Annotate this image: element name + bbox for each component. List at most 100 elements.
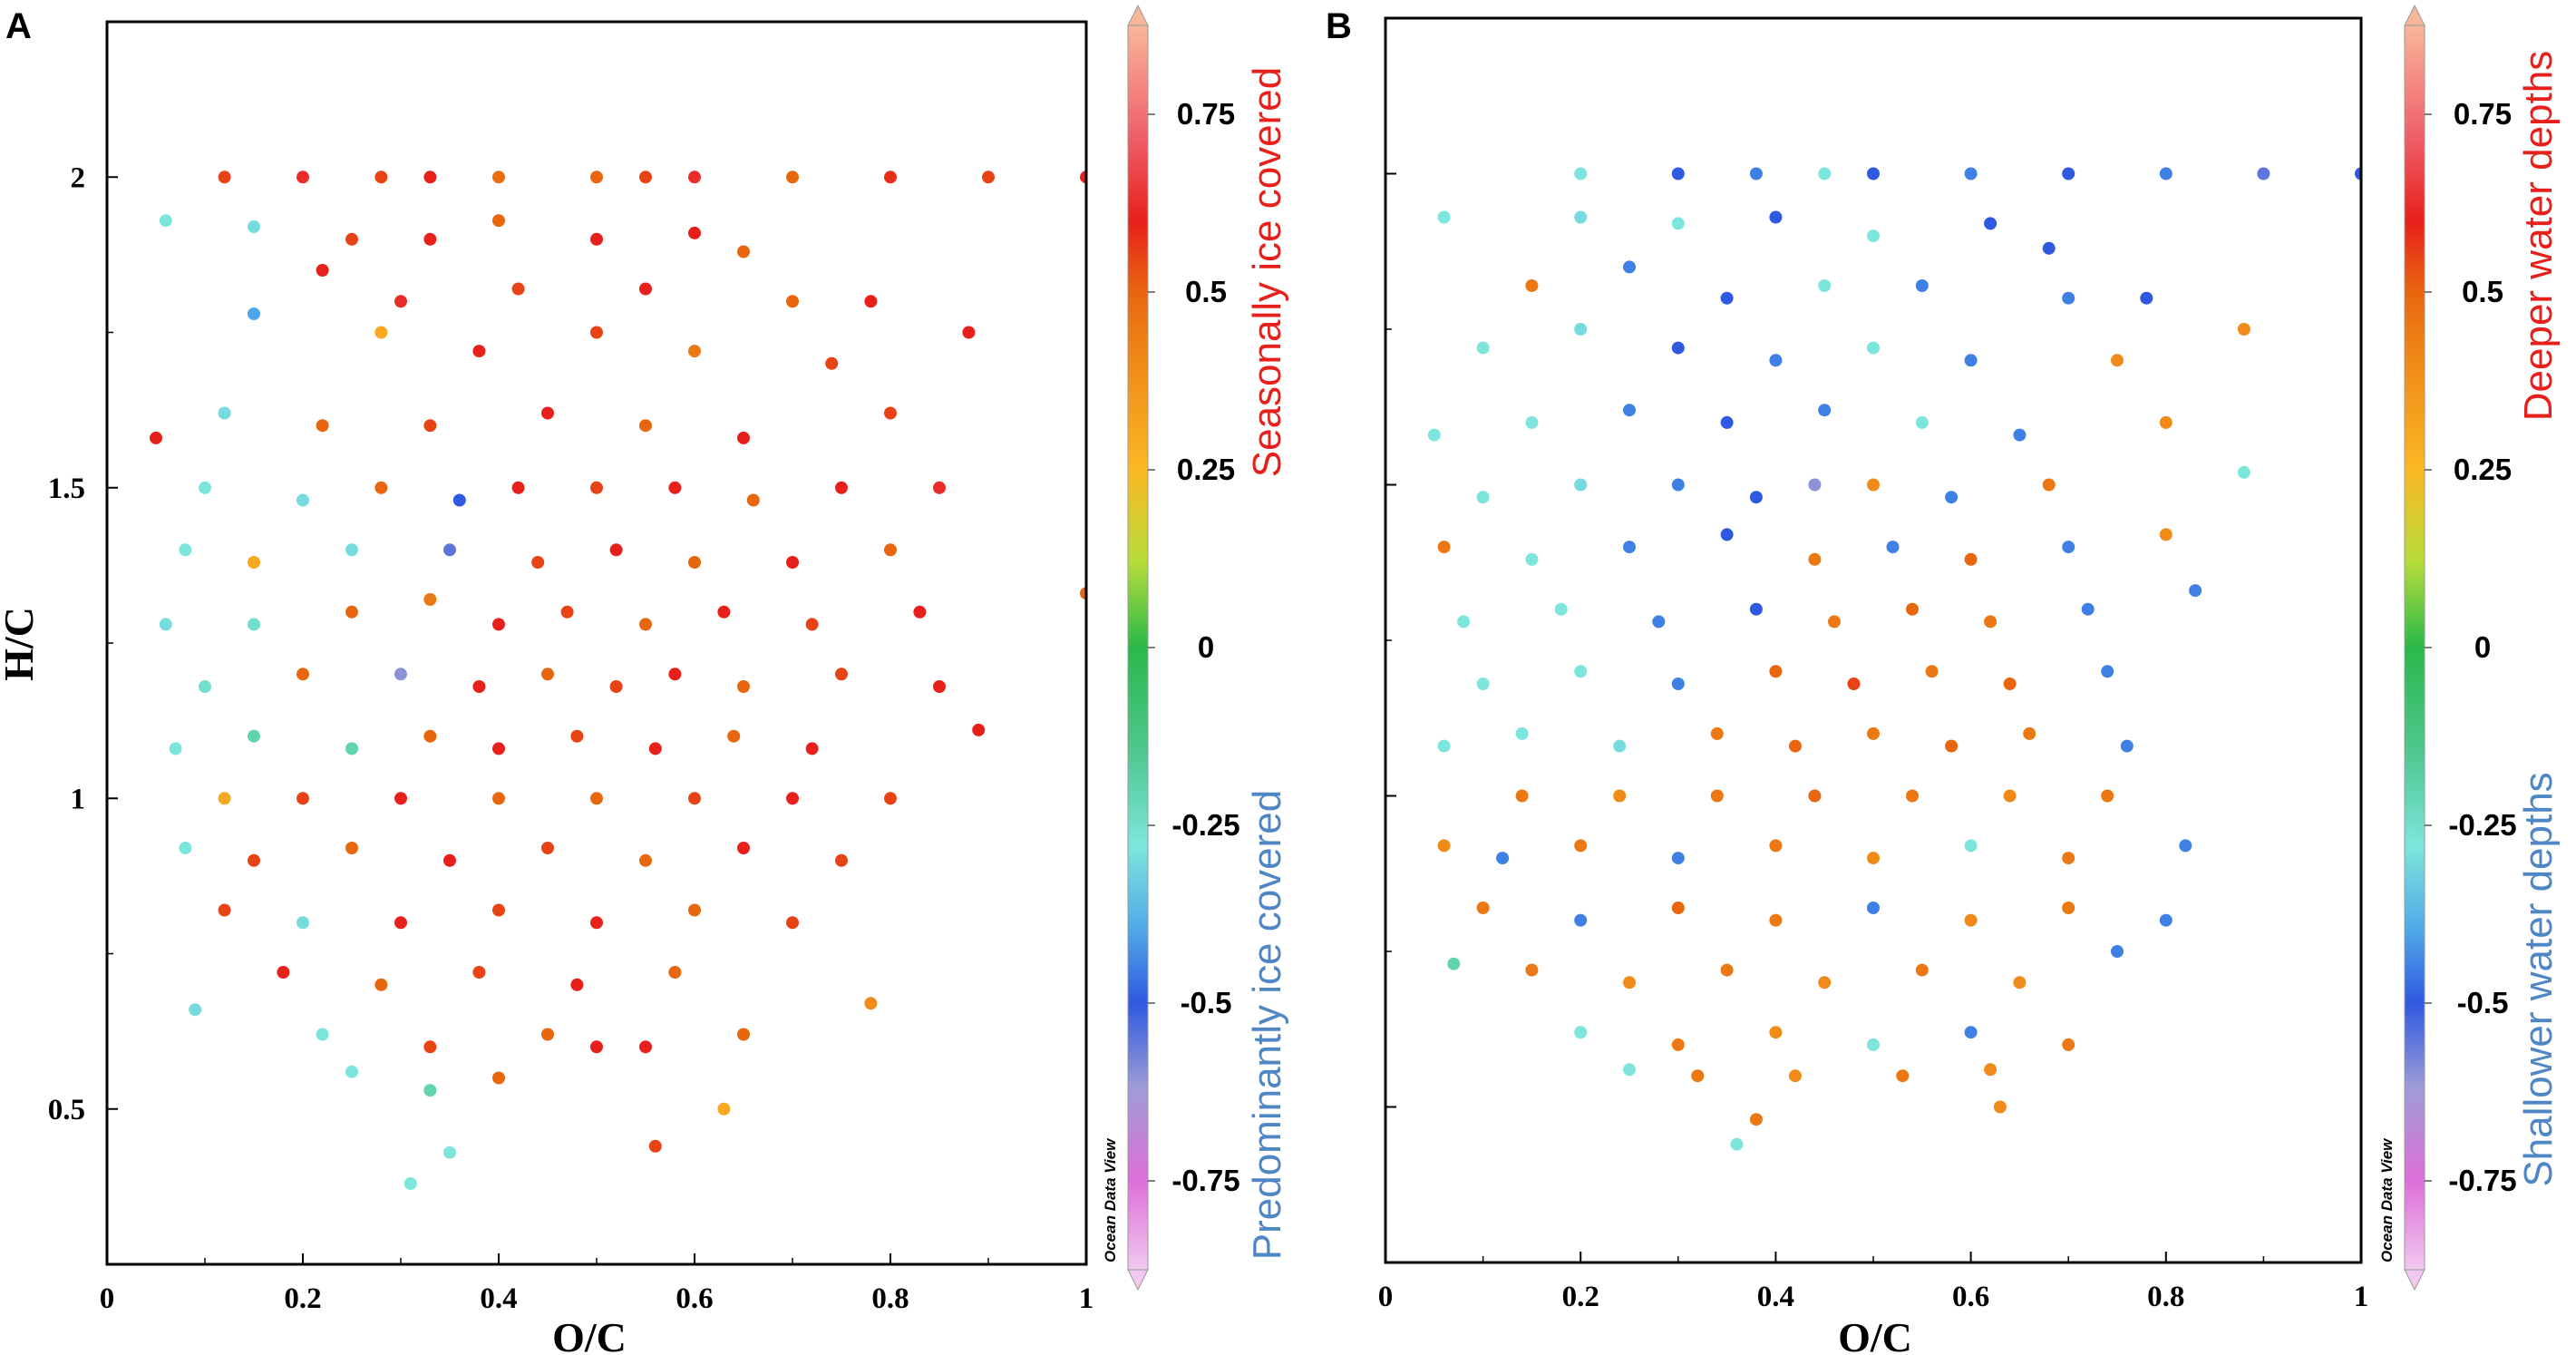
scatter-point: [1623, 541, 1636, 554]
scatter-point: [1808, 478, 1822, 492]
scatter-point: [590, 1040, 603, 1054]
scatter-point: [452, 493, 466, 507]
scatter-point: [492, 171, 505, 184]
scatter-point: [345, 543, 358, 557]
scatter-point: [2355, 167, 2361, 180]
scatter-point: [374, 171, 388, 184]
scatter-point: [1437, 739, 1451, 753]
scatter-point: [727, 729, 741, 743]
scatter-point: [1080, 587, 1086, 600]
scatter-point: [1525, 415, 1539, 429]
scatter-point: [648, 1139, 662, 1153]
scatter-point: [2081, 602, 2095, 616]
scatter-point: [2159, 415, 2173, 429]
scatter-point: [248, 307, 260, 320]
scatter-point: [248, 853, 260, 867]
colorbar-tick-label: -0.5: [2457, 986, 2509, 1019]
colorbar-tick-label: 0: [1198, 630, 1214, 664]
scatter-point: [1476, 491, 1490, 504]
scatter-point: [609, 680, 623, 693]
scatter-point: [668, 668, 682, 681]
scatter-point: [423, 1040, 437, 1054]
scatter-point: [2159, 913, 2173, 927]
scatter-point: [316, 264, 329, 277]
scatter-point: [1847, 678, 1861, 690]
panel-b-colorbar-bottom-arrow: [2404, 1269, 2425, 1292]
scatter-point: [316, 1028, 329, 1041]
scatter-point: [2062, 902, 2075, 914]
scatter-point: [403, 1177, 417, 1190]
scatter-point: [1525, 552, 1539, 566]
scatter-point: [159, 214, 172, 228]
scatter-point: [1964, 839, 1978, 853]
scatter-point: [1525, 279, 1539, 292]
scatter-point: [688, 226, 701, 239]
scatter-point: [1652, 615, 1666, 629]
scatter-point: [1623, 404, 1636, 417]
scatter-point: [2237, 465, 2250, 479]
colorbar-tick-label: 0.25: [1177, 453, 1235, 486]
scatter-point: [1515, 789, 1529, 803]
scatter-point: [786, 295, 799, 308]
scatter-point: [1749, 602, 1763, 616]
scatter-point: [1515, 726, 1529, 740]
scatter-point: [913, 605, 927, 619]
scatter-point: [1808, 789, 1822, 803]
scatter-point: [648, 742, 662, 755]
colorbar-tick-label: 0.25: [2454, 453, 2512, 486]
scatter-point: [590, 916, 603, 930]
scatter-point: [2257, 167, 2270, 180]
scatter-point: [1671, 902, 1685, 914]
scatter-point: [189, 1003, 202, 1017]
scatter-point: [1915, 415, 1929, 429]
scatter-point: [150, 431, 162, 444]
scatter-point: [374, 978, 388, 991]
scatter-point: [786, 792, 799, 805]
scatter-point: [1808, 552, 1822, 566]
scatter-point: [590, 481, 603, 494]
scatter-point: [1788, 1069, 1802, 1083]
scatter-point: [1623, 1063, 1636, 1077]
scatter-point: [169, 742, 182, 755]
scatter-point: [1818, 279, 1832, 292]
panel-b-lower-label: Shallower water depths: [2516, 772, 2561, 1186]
scatter-point: [962, 326, 976, 339]
scatter-point: [2062, 291, 2075, 305]
scatter-point: [1437, 839, 1451, 853]
panel-a-odv-label: Ocean Data View: [1102, 1137, 1119, 1262]
scatter-point: [668, 966, 682, 979]
panel-b-ticks: 0 0.2 0.4 0.6 0.8 1: [1378, 172, 2368, 1313]
panel-b-odv-label: Ocean Data View: [2378, 1137, 2396, 1262]
scatter-point: [2111, 945, 2124, 958]
scatter-point: [825, 356, 839, 370]
scatter-point: [639, 853, 652, 867]
scatter-point: [1818, 976, 1832, 989]
scatter-point: [1945, 739, 1959, 753]
scatter-point: [590, 792, 603, 805]
x-tick-label: 0.4: [480, 1282, 517, 1315]
scatter-point: [394, 916, 407, 930]
scatter-point: [717, 605, 731, 619]
panel-a-colorbar: 0.75 0.5 0.25 0 -0.25 -0.5 -0.75 Ocean Data Vi…: [1102, 4, 1289, 1292]
scatter-point: [864, 295, 878, 308]
panel-a: A 0 0.2 0.4 0.6 0.8 1 0.5 1 1.5 2 O/C H/C 0.75 0.5…: [0, 4, 1289, 1355]
scatter-point: [1554, 602, 1568, 616]
scatter-point: [1447, 957, 1461, 970]
y-tick-label: 2: [71, 161, 86, 194]
scatter-point: [1476, 902, 1490, 914]
scatter-point: [1867, 341, 1880, 355]
colorbar-tick-label: 0.75: [1177, 97, 1235, 131]
scatter-point: [805, 742, 819, 755]
scatter-point: [248, 618, 260, 631]
y-tick-label: 0.5: [48, 1094, 85, 1126]
scatter-point: [2003, 789, 2017, 803]
scatter-point: [1769, 1026, 1783, 1039]
panel-b-letter: B: [1326, 6, 1352, 46]
y-tick-label: 1: [71, 783, 86, 815]
scatter-point: [570, 729, 584, 743]
scatter-point: [345, 232, 358, 246]
x-tick-label: 0.2: [284, 1282, 321, 1315]
scatter-point: [982, 171, 995, 184]
scatter-point: [199, 481, 211, 494]
scatter-point: [1525, 963, 1539, 977]
